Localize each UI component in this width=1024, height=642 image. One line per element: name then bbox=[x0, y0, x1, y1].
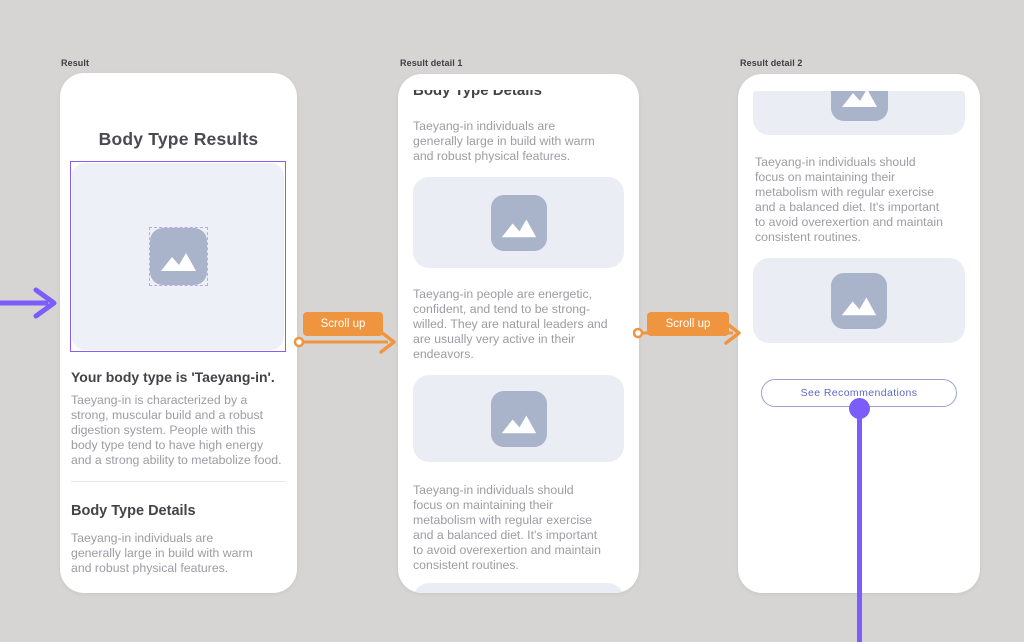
flow-entry-arrow-icon bbox=[0, 287, 57, 319]
frame-label-result-detail-2[interactable]: Result detail 2 bbox=[740, 58, 803, 68]
flow-connector-1: Scroll up bbox=[293, 306, 405, 356]
screen-result-detail-1: Body Type Details Taeyang-in individuals… bbox=[398, 74, 639, 593]
scroll-up-connector-label[interactable]: Scroll up bbox=[647, 312, 729, 336]
details-body-text: Taeyang-in individuals are generally lar… bbox=[71, 531, 253, 575]
image-placeholder[interactable] bbox=[413, 177, 624, 268]
frame-label-result-detail-1[interactable]: Result detail 1 bbox=[400, 58, 463, 68]
image-placeholder[interactable] bbox=[753, 258, 965, 343]
image-placeholder bbox=[72, 163, 284, 350]
page-title: Body Type Results bbox=[98, 129, 259, 149]
frame-label-result[interactable]: Result bbox=[61, 58, 90, 68]
result-heading: Your body type is 'Taeyang-in'. bbox=[71, 369, 275, 385]
body-text-3: Taeyang-in individuals should focus on m… bbox=[413, 483, 601, 572]
body-text-1: Taeyang-in individuals are generally lar… bbox=[413, 119, 595, 163]
divider bbox=[71, 481, 286, 482]
flow-connection-dot[interactable] bbox=[849, 398, 870, 419]
flow-connector-2: Scroll up bbox=[633, 306, 748, 356]
body-text: Taeyang-in individuals should focus on m… bbox=[755, 155, 943, 244]
image-placeholder-selected[interactable] bbox=[70, 161, 286, 352]
image-icon bbox=[830, 91, 888, 121]
scroll-clip-overlay bbox=[398, 74, 639, 90]
image-icon bbox=[490, 390, 547, 447]
scroll-up-connector-label[interactable]: Scroll up bbox=[303, 312, 383, 336]
details-heading: Body Type Details bbox=[71, 503, 196, 519]
screen-result-detail-2: Taeyang-in individuals should focus on m… bbox=[738, 74, 980, 593]
image-placeholder-partial[interactable] bbox=[753, 91, 965, 135]
image-icon bbox=[148, 227, 208, 286]
flow-arrow-icon bbox=[293, 330, 396, 354]
image-icon bbox=[831, 272, 887, 329]
flow-line bbox=[857, 405, 862, 642]
image-placeholder[interactable] bbox=[413, 375, 624, 462]
screen-result: Body Type Results Your body type is 'Tae… bbox=[60, 73, 297, 593]
body-text-2: Taeyang-in people are energetic, confide… bbox=[413, 287, 608, 361]
image-placeholder-partial[interactable] bbox=[413, 583, 624, 593]
image-icon bbox=[490, 194, 547, 251]
result-body-text: Taeyang-in is characterized by a strong,… bbox=[71, 393, 282, 467]
